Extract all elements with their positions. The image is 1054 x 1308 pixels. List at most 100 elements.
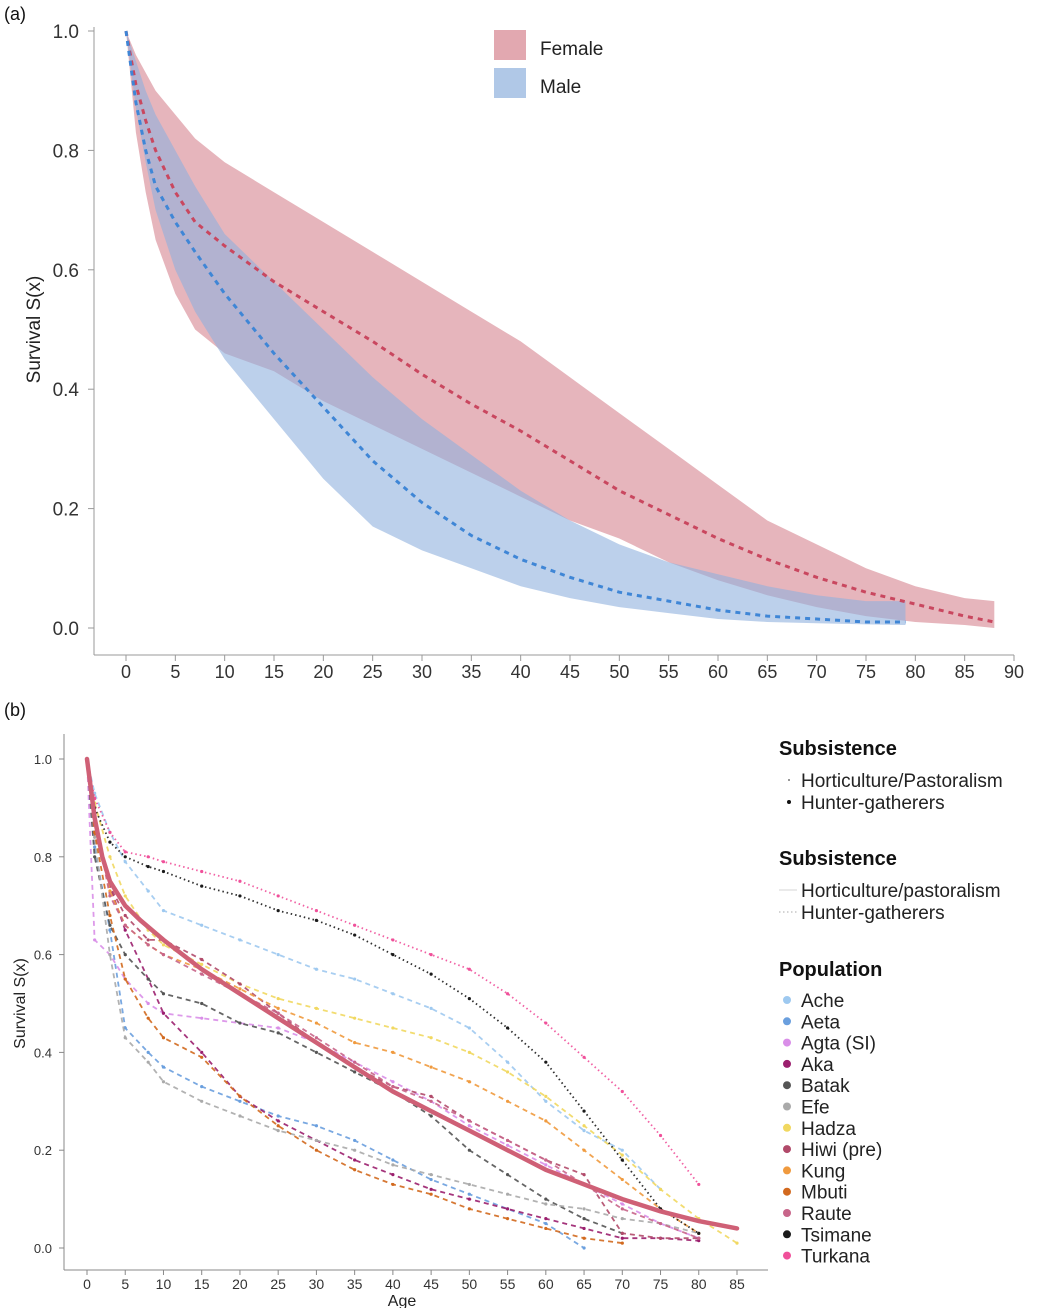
point-hadza <box>391 1026 395 1030</box>
point-aeta <box>200 1085 204 1089</box>
legend-dot-ache <box>783 996 791 1004</box>
point-mbuti <box>544 1226 548 1231</box>
point-aka <box>123 928 127 932</box>
legend-dot-raute <box>783 1209 791 1217</box>
line-raute <box>86 758 700 1240</box>
point-hadza <box>735 1241 739 1245</box>
point-ache <box>467 1026 471 1030</box>
point-ache <box>200 923 204 927</box>
legend-dot-turkana <box>783 1251 791 1260</box>
point-raute <box>314 1036 319 1040</box>
point-efe <box>276 1129 280 1133</box>
panel-a: 0 5 10 15 20 25 30 35 40 45 50 55 60 65 70 75 80 85 90 0.0 0… <box>24 22 1024 682</box>
legend-label-ache: Ache <box>801 991 844 1012</box>
point-aeta <box>467 1192 471 1196</box>
point-tsimane <box>429 972 433 976</box>
point-efe <box>353 1148 357 1152</box>
x-tick-label: 45 <box>423 1276 439 1292</box>
point-agta-si <box>93 938 97 942</box>
y-tick-label: 0.8 <box>34 850 52 865</box>
legend-dot-kung <box>783 1166 791 1175</box>
point-hadza <box>505 1070 510 1074</box>
legend-dot-mbuti <box>783 1187 791 1196</box>
point-tsimane <box>238 894 242 898</box>
y-tick-label: 0.0 <box>53 619 79 640</box>
y-axis-title: Survival S(x) <box>12 958 29 1049</box>
y-tick-label: 1.0 <box>34 752 52 767</box>
point-aeta <box>276 1114 280 1118</box>
point-ache <box>238 938 242 942</box>
legend-label-hadza: Hadza <box>801 1119 856 1140</box>
legend-swatch-female <box>494 30 526 60</box>
x-tick-label: 60 <box>708 662 728 682</box>
point-aka <box>429 1187 433 1191</box>
point-batak <box>276 1031 280 1035</box>
point-raute <box>467 1119 471 1123</box>
point-hiwi-pre <box>582 1173 586 1177</box>
point-tsimane <box>353 933 357 937</box>
point-aka <box>161 1011 166 1015</box>
point-batak <box>238 1021 242 1025</box>
point-batak <box>93 855 97 859</box>
point-kung <box>391 1050 395 1054</box>
line-kung <box>86 758 700 1235</box>
point-ache <box>123 860 127 864</box>
line-efe <box>86 758 700 1235</box>
point-efe <box>108 953 112 957</box>
point-raute <box>161 953 166 957</box>
point-hadza <box>314 1006 319 1010</box>
point-aka <box>620 1236 624 1240</box>
point-turkana <box>146 855 150 859</box>
line-aeta <box>86 758 585 1249</box>
point-aka <box>467 1197 471 1201</box>
point-mbuti <box>467 1207 471 1211</box>
point-mbuti <box>314 1148 319 1152</box>
point-aeta <box>161 1065 166 1069</box>
legend-label-male: Male <box>540 77 581 98</box>
point-turkana <box>429 953 433 957</box>
point-raute <box>108 894 112 898</box>
point-efe <box>200 1099 204 1103</box>
point-hadza <box>161 943 166 947</box>
point-raute <box>429 1099 433 1103</box>
point-aka <box>697 1239 701 1243</box>
point-raute <box>505 1138 510 1143</box>
point-hiwi-pre <box>658 1236 663 1240</box>
point-kung <box>108 889 112 893</box>
point-raute <box>544 1158 548 1162</box>
x-tick-label: 70 <box>615 1276 631 1292</box>
legend-label-tsimane: Tsimane <box>801 1225 872 1246</box>
x-tick-label: 65 <box>757 662 777 682</box>
point-ache <box>93 791 97 795</box>
y-tick-label: 0.8 <box>53 141 79 162</box>
x-axis-title: Age <box>388 1293 417 1308</box>
point-aka <box>353 1158 357 1162</box>
line-batak <box>86 758 623 1235</box>
point-aeta <box>353 1138 357 1143</box>
point-mbuti <box>123 977 127 981</box>
legend-label-hunter-gatherers-points: Hunter-gatherers <box>801 793 945 814</box>
y-tick-label: 0.4 <box>34 1045 52 1060</box>
point-turkana <box>620 1089 624 1094</box>
x-tick-label: 0 <box>83 1276 91 1292</box>
x-tick-label: 20 <box>313 662 333 682</box>
point-kung <box>505 1099 510 1103</box>
legend-dot-agta-si <box>783 1038 791 1047</box>
point-turkana <box>582 1055 586 1059</box>
legend-dot-hadza <box>783 1123 791 1132</box>
point-turkana <box>467 967 471 971</box>
point-aeta <box>544 1221 548 1226</box>
x-tick-label: 5 <box>121 1276 129 1292</box>
point-ache <box>353 977 357 981</box>
point-tsimane <box>697 1231 701 1235</box>
legend-label-turkana: Turkana <box>801 1247 870 1268</box>
point-agta-si <box>276 1026 280 1030</box>
legend-dot-batak <box>783 1081 791 1090</box>
point-tsimane <box>108 840 112 844</box>
x-tick-label: 40 <box>511 662 531 682</box>
legend-label-kung: Kung <box>801 1161 845 1182</box>
legend-label-aeta: Aeta <box>801 1012 841 1033</box>
point-efe <box>161 1080 166 1084</box>
x-tick-label: 85 <box>729 1276 745 1292</box>
